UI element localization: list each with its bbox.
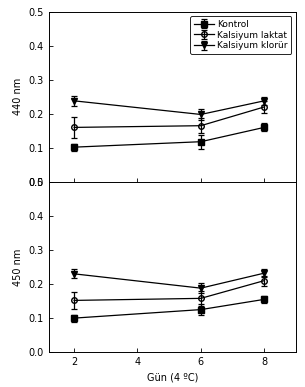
Y-axis label: 450 nm: 450 nm	[13, 248, 23, 286]
X-axis label: Gün (4 ºC): Gün (4 ºC)	[147, 373, 198, 383]
Legend: Kontrol, Kalsiyum laktat, Kalsiyum klorür: Kontrol, Kalsiyum laktat, Kalsiyum klorü…	[190, 16, 291, 54]
Y-axis label: 440 nm: 440 nm	[13, 78, 23, 115]
